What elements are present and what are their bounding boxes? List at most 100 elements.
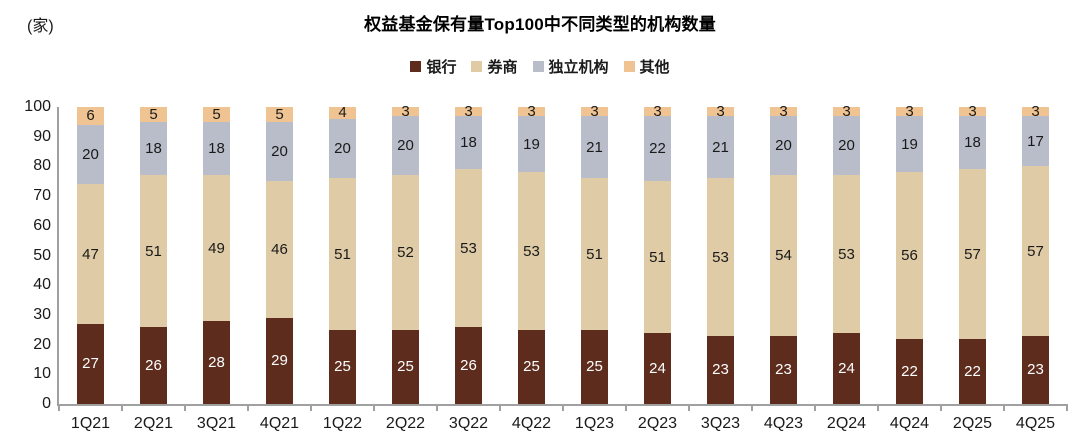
bar-segment-broker: 51 <box>329 178 356 330</box>
bar-segment-independent: 18 <box>140 121 167 176</box>
bar-segment-broker: 56 <box>896 172 923 339</box>
x-axis-tick <box>1066 404 1068 411</box>
x-axis-label: 4Q22 <box>511 415 552 432</box>
bar-segment-independent: 20 <box>266 121 293 182</box>
bar-segment-bank: 23 <box>1022 335 1049 404</box>
x-axis: 1Q21 2Q21 3Q21 4Q21 1Q22 2Q22 3Q22 4Q22 1Q23 2Q23… <box>59 415 1067 433</box>
bar-column-3Q22: 3 18 53 26 <box>437 104 500 404</box>
stacked-bar: 3 20 54 23 <box>770 104 797 404</box>
bar-segment-independent: 20 <box>770 115 797 176</box>
y-axis-label: 80 <box>33 157 51 175</box>
bar-segment-other: 3 <box>959 104 986 119</box>
bar-segment-independent: 21 <box>707 115 734 179</box>
stacked-bar: 5 18 51 26 <box>140 107 167 404</box>
plot-area: 0 10 20 30 40 50 60 70 80 90 100 6 20 47 27 5 18 51 26 5 18… <box>24 98 1068 432</box>
legend-swatch-broker <box>471 61 483 72</box>
bar-segment-independent: 17 <box>1022 115 1049 167</box>
bar-segment-broker: 54 <box>770 175 797 336</box>
bar-segment-bank: 25 <box>581 329 608 404</box>
y-axis-label: 60 <box>33 216 51 234</box>
y-axis-label: 20 <box>33 335 51 353</box>
stacked-bar: 3 22 51 24 <box>644 104 671 404</box>
legend-item-independent: 独立机构 <box>532 56 609 77</box>
stacked-bar: 3 20 53 24 <box>833 104 860 404</box>
bar-segment-other: 4 <box>329 106 356 120</box>
bar-segment-broker: 53 <box>707 178 734 336</box>
bar-segment-broker: 49 <box>203 175 230 321</box>
legend-item-bank: 银行 <box>410 56 456 77</box>
bar-segment-other: 3 <box>644 104 671 119</box>
bar-segment-other: 3 <box>455 104 482 119</box>
y-axis-unit-label: (家) <box>27 18 54 35</box>
x-axis-tick <box>562 404 564 411</box>
stacked-bar: 6 20 47 27 <box>77 107 104 404</box>
stacked-bar: 3 17 57 23 <box>1022 104 1049 404</box>
x-axis-tick <box>877 404 879 411</box>
bar-segment-broker: 51 <box>581 178 608 330</box>
bar-column-3Q21: 5 18 49 28 <box>185 107 248 404</box>
legend-item-other: 其他 <box>623 56 670 77</box>
bar-segment-broker: 53 <box>833 175 860 333</box>
x-axis-label: 1Q23 <box>574 415 615 432</box>
x-axis-label: 2Q21 <box>133 415 174 432</box>
x-axis-tick <box>373 404 375 411</box>
bar-segment-bank: 26 <box>455 326 482 404</box>
bar-segment-bank: 22 <box>896 338 923 404</box>
bar-segment-independent: 22 <box>644 115 671 182</box>
bar-segment-independent: 20 <box>77 124 104 185</box>
bar-segment-bank: 25 <box>329 329 356 404</box>
legend-label-other: 其他 <box>639 59 670 76</box>
x-axis-tick <box>184 404 186 411</box>
bar-column-1Q23: 3 21 51 25 <box>563 104 626 404</box>
bar-segment-bank: 22 <box>959 338 986 404</box>
bar-column-1Q22: 4 20 51 25 <box>311 106 374 404</box>
x-axis-tick <box>121 404 123 411</box>
stacked-bar: 3 21 53 23 <box>707 104 734 404</box>
bar-segment-independent: 19 <box>518 115 545 173</box>
y-axis-label: 30 <box>33 305 51 323</box>
bar-segment-independent: 20 <box>833 115 860 176</box>
y-axis-label: 90 <box>33 127 51 145</box>
bar-column-2Q24: 3 20 53 24 <box>815 104 878 404</box>
bar-segment-bank: 27 <box>77 323 104 404</box>
bar-segment-independent: 18 <box>203 121 230 176</box>
x-axis-label: 1Q22 <box>322 415 363 432</box>
bar-column-2Q25: 3 18 57 22 <box>941 104 1004 404</box>
stacked-bar: 3 20 52 25 <box>392 104 419 404</box>
bar-column-4Q25: 3 17 57 23 <box>1004 104 1067 404</box>
legend: 银行 券商 独立机构 其他 <box>0 56 1080 77</box>
bar-segment-other: 3 <box>896 104 923 119</box>
bar-segment-broker: 52 <box>392 175 419 330</box>
y-axis-label: 50 <box>33 246 51 264</box>
bar-column-1Q21: 6 20 47 27 <box>59 107 122 404</box>
y-axis: 0 10 20 30 40 50 60 70 80 90 100 <box>7 98 51 412</box>
bar-segment-independent: 18 <box>959 115 986 170</box>
legend-label-broker: 券商 <box>487 59 518 76</box>
bar-segment-other: 3 <box>770 104 797 119</box>
stacked-bar: 3 19 56 22 <box>896 104 923 404</box>
bar-segment-broker: 57 <box>959 169 986 339</box>
bar-segment-bank: 25 <box>392 329 419 404</box>
bar-column-4Q21: 5 20 46 29 <box>248 107 311 404</box>
bar-segment-other: 5 <box>266 107 293 122</box>
bar-segment-other: 6 <box>77 107 104 125</box>
x-axis-label: 4Q23 <box>763 415 804 432</box>
legend-item-broker: 券商 <box>471 56 518 77</box>
chart-title: 权益基金保有量Top100中不同类型的机构数量 <box>364 15 716 34</box>
bar-segment-bank: 25 <box>518 329 545 404</box>
bar-segment-bank: 26 <box>140 326 167 404</box>
y-axis-label: 0 <box>42 395 51 412</box>
bar-segment-broker: 51 <box>644 181 671 333</box>
bar-segment-other: 5 <box>203 107 230 122</box>
bar-segment-independent: 18 <box>455 115 482 170</box>
stacked-bar: 3 21 51 25 <box>581 104 608 404</box>
x-axis-tick <box>310 404 312 411</box>
bar-segment-independent: 20 <box>329 118 356 179</box>
bar-segment-independent: 21 <box>581 115 608 179</box>
x-axis-tick <box>58 404 60 411</box>
bar-column-2Q22: 3 20 52 25 <box>374 104 437 404</box>
y-axis-label: 40 <box>33 276 51 294</box>
stacked-bar: 5 18 49 28 <box>203 107 230 404</box>
bar-column-4Q24: 3 19 56 22 <box>878 104 941 404</box>
x-axis-tick <box>1003 404 1005 411</box>
